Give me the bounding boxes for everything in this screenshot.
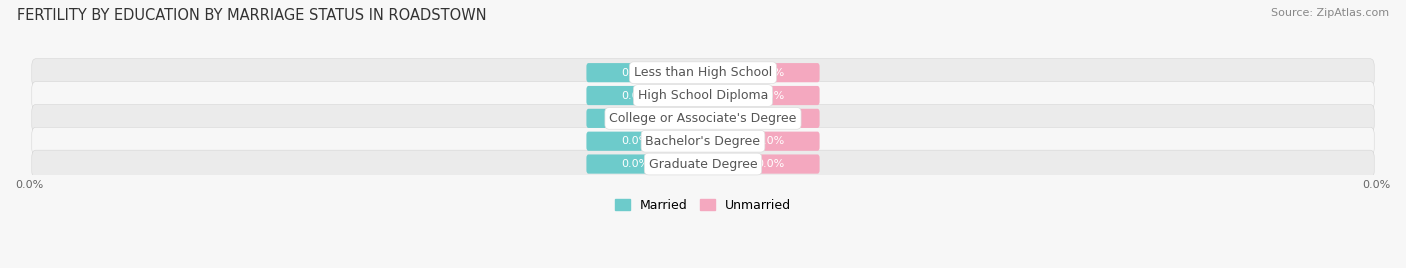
FancyBboxPatch shape xyxy=(586,132,685,151)
Legend: Married, Unmarried: Married, Unmarried xyxy=(610,194,796,217)
Text: Graduate Degree: Graduate Degree xyxy=(648,158,758,170)
FancyBboxPatch shape xyxy=(32,59,1374,87)
FancyBboxPatch shape xyxy=(32,105,1374,132)
FancyBboxPatch shape xyxy=(721,63,820,82)
Text: 0.0%: 0.0% xyxy=(621,113,650,123)
Text: 0.0%: 0.0% xyxy=(621,68,650,78)
FancyBboxPatch shape xyxy=(32,127,1374,155)
Text: 0.0%: 0.0% xyxy=(621,159,650,169)
FancyBboxPatch shape xyxy=(721,109,820,128)
Text: High School Diploma: High School Diploma xyxy=(638,89,768,102)
FancyBboxPatch shape xyxy=(32,150,1374,178)
Text: Less than High School: Less than High School xyxy=(634,66,772,79)
Text: 0.0%: 0.0% xyxy=(621,136,650,146)
FancyBboxPatch shape xyxy=(586,63,685,82)
Text: 0.0%: 0.0% xyxy=(756,136,785,146)
Text: Source: ZipAtlas.com: Source: ZipAtlas.com xyxy=(1271,8,1389,18)
FancyBboxPatch shape xyxy=(32,81,1374,109)
FancyBboxPatch shape xyxy=(721,154,820,174)
Text: 0.0%: 0.0% xyxy=(756,113,785,123)
FancyBboxPatch shape xyxy=(586,109,685,128)
FancyBboxPatch shape xyxy=(586,154,685,174)
Text: 0.0%: 0.0% xyxy=(756,159,785,169)
FancyBboxPatch shape xyxy=(586,86,685,105)
Text: Bachelor's Degree: Bachelor's Degree xyxy=(645,135,761,148)
Text: 0.0%: 0.0% xyxy=(621,91,650,100)
Text: 0.0%: 0.0% xyxy=(756,91,785,100)
Text: College or Associate's Degree: College or Associate's Degree xyxy=(609,112,797,125)
FancyBboxPatch shape xyxy=(721,86,820,105)
FancyBboxPatch shape xyxy=(721,132,820,151)
Text: FERTILITY BY EDUCATION BY MARRIAGE STATUS IN ROADSTOWN: FERTILITY BY EDUCATION BY MARRIAGE STATU… xyxy=(17,8,486,23)
Text: 0.0%: 0.0% xyxy=(756,68,785,78)
